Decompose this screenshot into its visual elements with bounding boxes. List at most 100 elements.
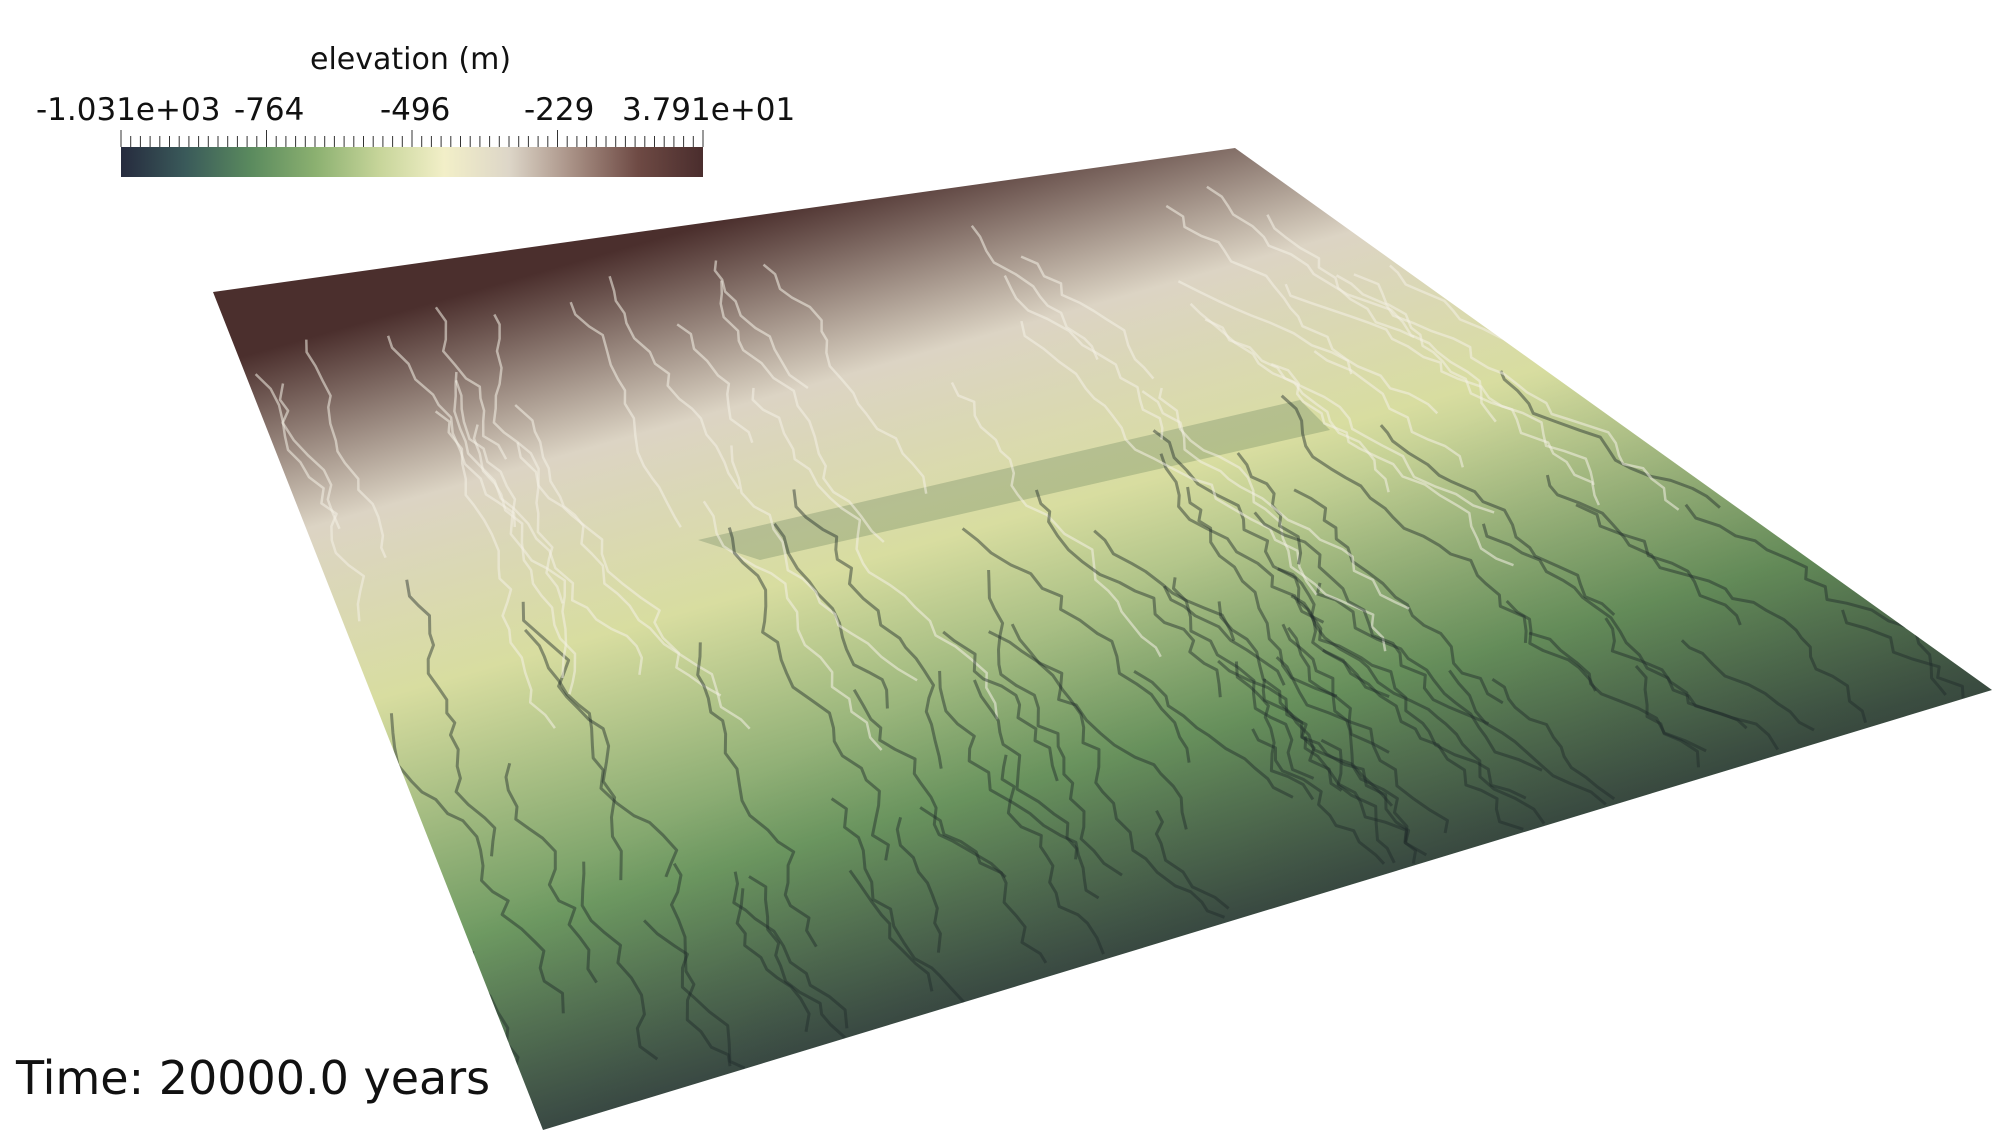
drainage-channel (1320, 738, 1396, 864)
drainage-channel (1152, 429, 1390, 698)
drainage-channel (1280, 394, 1528, 643)
drainage-channel (1575, 503, 1742, 626)
drainage-channel (713, 260, 809, 390)
drainage-channel (1293, 488, 1504, 705)
drainage-channel (735, 888, 811, 1033)
drainage-channel (987, 569, 1123, 877)
drainage-channel (676, 323, 754, 444)
drainage-channel (1281, 623, 1394, 807)
drainage-channel (1020, 255, 1155, 380)
drainage-channel (1158, 387, 1387, 652)
drainage-channel (848, 869, 934, 992)
drainage-channel (1481, 523, 1748, 730)
drainage-channel (748, 875, 846, 1039)
drainage-channel (1545, 474, 1868, 724)
drainage-channel (762, 263, 928, 494)
drainage-channel (278, 383, 341, 530)
drainage-channel (405, 579, 497, 857)
drainage-channel (1010, 623, 1226, 919)
drainage-channel (773, 522, 889, 709)
drainage-channel (1141, 390, 1410, 610)
drainage-channel (1448, 669, 1607, 806)
colorbar-tick-label: -229 (524, 92, 595, 128)
drainage-channel (1277, 567, 1527, 800)
colorbar-max-label: 3.791e+01 (622, 92, 796, 128)
drainage-channel (970, 224, 1099, 360)
colorbar-title: elevation (m) (310, 42, 512, 77)
drainage-channel (1841, 609, 1965, 698)
drainage-channel (434, 306, 508, 460)
drainage-channel (670, 862, 732, 1067)
drainage-channel (961, 527, 1191, 763)
drainage-channel (516, 442, 722, 697)
drainage-channel (1634, 665, 1700, 768)
drainage-channel (988, 630, 1188, 830)
drainage-channel (1290, 594, 1546, 825)
drainage-channel (1315, 582, 1543, 772)
drainage-channel (643, 919, 746, 1070)
drainage-channel (1162, 585, 1286, 686)
drainage-channel (1680, 639, 1815, 732)
drainage-channel (1020, 320, 1318, 596)
drainage-channel (1204, 318, 1495, 514)
colorbar-gradient[interactable] (121, 147, 703, 177)
drainage-channels (254, 185, 1965, 1122)
drainage-channel (608, 275, 740, 490)
drainage-channel (1284, 283, 1595, 486)
fault-scarp (698, 400, 1330, 560)
drainage-channel (1684, 503, 1947, 696)
drainage-channel (1165, 204, 1439, 415)
drainage-channel (1499, 370, 1721, 509)
drainage-channel (1177, 280, 1353, 375)
drainage-channel (580, 861, 659, 1061)
drainage-channel (389, 713, 565, 1014)
drainage-channel (1093, 529, 1236, 642)
drainage-channel (895, 816, 942, 953)
drainage-channel (1604, 617, 1779, 751)
colorbar-tick-label: -764 (234, 92, 305, 128)
drainage-channel (919, 806, 1048, 964)
drainage-channel (1186, 486, 1338, 698)
colorbar-min-label: -1.031e+03 (36, 92, 221, 128)
drainage-channel (938, 670, 1100, 900)
drainage-channel (514, 404, 751, 730)
drainage-channel (1313, 350, 1465, 468)
drainage-channel (1159, 453, 1325, 624)
drainage-channel (1154, 810, 1230, 910)
time-annotation: Time: 20000.0 years (16, 1051, 491, 1105)
drainage-channel (386, 335, 517, 528)
drainage-channel (1217, 659, 1343, 792)
drainage-channel (1133, 670, 1294, 799)
drainage-channel (521, 601, 623, 881)
drainage-channel (1000, 754, 1105, 955)
drainage-channel (696, 642, 818, 948)
drainage-channel (1266, 214, 1415, 339)
drainage-channel (453, 371, 644, 675)
drainage-channel (1379, 424, 1616, 617)
drainage-channel (254, 373, 366, 622)
drainage-channel (305, 339, 387, 559)
drainage-channel (1261, 678, 1411, 843)
drainage-channel (1303, 736, 1418, 864)
drainage-channel (830, 797, 965, 1004)
drainage-channel (472, 424, 577, 695)
terrain-surface-shading (213, 148, 1992, 1130)
drainage-channel (504, 762, 598, 984)
drainage-channel (1287, 626, 1390, 754)
drainage-channel (702, 500, 883, 751)
drainage-channel (1206, 185, 1497, 423)
drainage-channel (1353, 273, 1601, 506)
drainage-channel (1275, 656, 1449, 834)
drainage-channel (1505, 599, 1597, 692)
drainage-channel (1172, 577, 1315, 780)
drainage-channel (732, 871, 849, 1029)
drainage-channel (792, 489, 943, 769)
drainage-channel (1528, 631, 1707, 753)
drainage-channel (1217, 601, 1428, 857)
drainage-channel (1253, 511, 1490, 725)
drainage-channel (852, 689, 1007, 879)
drainage-channel (730, 445, 918, 682)
drainage-channel (1003, 275, 1164, 440)
